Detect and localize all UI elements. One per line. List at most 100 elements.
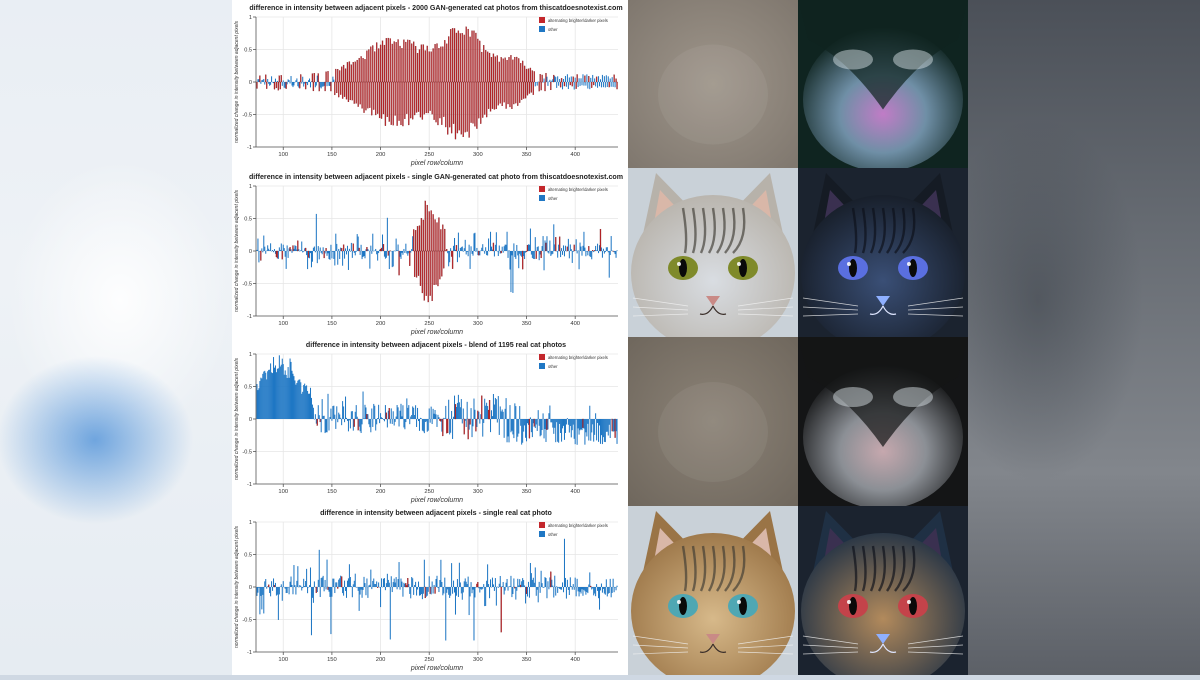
bar [338,413,339,419]
bar [554,76,555,82]
bar [394,579,395,587]
bar [299,82,300,88]
bar [336,406,337,419]
bar [576,587,577,596]
bar [268,370,269,419]
bar [400,404,401,419]
bar [291,251,292,253]
bar [566,419,567,424]
bar [591,82,592,88]
bar [349,249,350,251]
x-tick-label: 300 [473,152,483,158]
bar [530,563,531,587]
bar [474,82,475,126]
bar [461,399,462,419]
bar [418,251,419,276]
bar [510,55,511,82]
bar [432,581,433,587]
bar [593,419,594,442]
bar [505,245,506,251]
bar [455,404,456,419]
bar [496,399,497,419]
bar [471,408,472,419]
bar [586,587,587,592]
bar [514,57,515,82]
bar [362,251,363,259]
bar [564,419,565,440]
bar [460,248,461,251]
bar [596,584,597,587]
bar [270,363,271,419]
bar [383,419,384,420]
bar [375,584,376,587]
bar [419,226,420,251]
real-average-enhanced-image [798,337,968,506]
bar [378,405,379,419]
bar [394,419,395,426]
bar [257,587,258,593]
bar [256,384,257,419]
bar [477,411,478,419]
y-tick-label: -1 [247,314,252,320]
bar [546,77,547,82]
bar [545,243,546,251]
bar [335,582,336,587]
bar [418,82,419,112]
bar [384,45,385,82]
bar [445,406,446,419]
bar [476,248,477,251]
bar [500,576,501,587]
bar [482,244,483,251]
bar [581,419,582,429]
bar [301,394,302,419]
bar [291,362,292,419]
bar [455,587,456,615]
bar [412,578,413,587]
bar [433,214,434,251]
bar [554,576,555,587]
bar [369,585,370,587]
gan-average-enhanced-image [798,0,968,168]
bar [354,82,355,104]
bar [538,410,539,419]
bar [348,578,349,587]
bar [293,565,294,587]
bar [573,419,574,425]
bar [257,239,258,251]
bar [425,201,426,251]
bar [330,409,331,419]
bar [406,82,407,114]
bar [440,560,441,587]
bar [371,408,372,419]
bar [523,580,524,587]
bar [399,82,400,121]
bar [545,73,546,82]
bar [560,587,561,589]
bar [297,82,298,86]
bar [472,587,473,593]
bar [348,251,349,270]
bar [587,251,588,255]
bar [477,39,478,82]
bar [376,419,377,424]
bar [585,251,586,256]
bar [332,579,333,587]
bar [261,587,262,609]
bar [346,587,347,598]
bar [445,82,446,127]
bar [568,239,569,251]
bar [571,249,572,251]
bar [457,579,458,587]
bar [558,82,559,86]
bar [331,251,332,258]
bar [570,577,571,587]
bar [374,52,375,82]
bar [511,251,512,255]
bar [350,577,351,587]
bar [559,587,560,589]
bar [605,82,606,87]
bar [583,419,584,429]
bar [562,582,563,587]
bar [616,79,617,82]
